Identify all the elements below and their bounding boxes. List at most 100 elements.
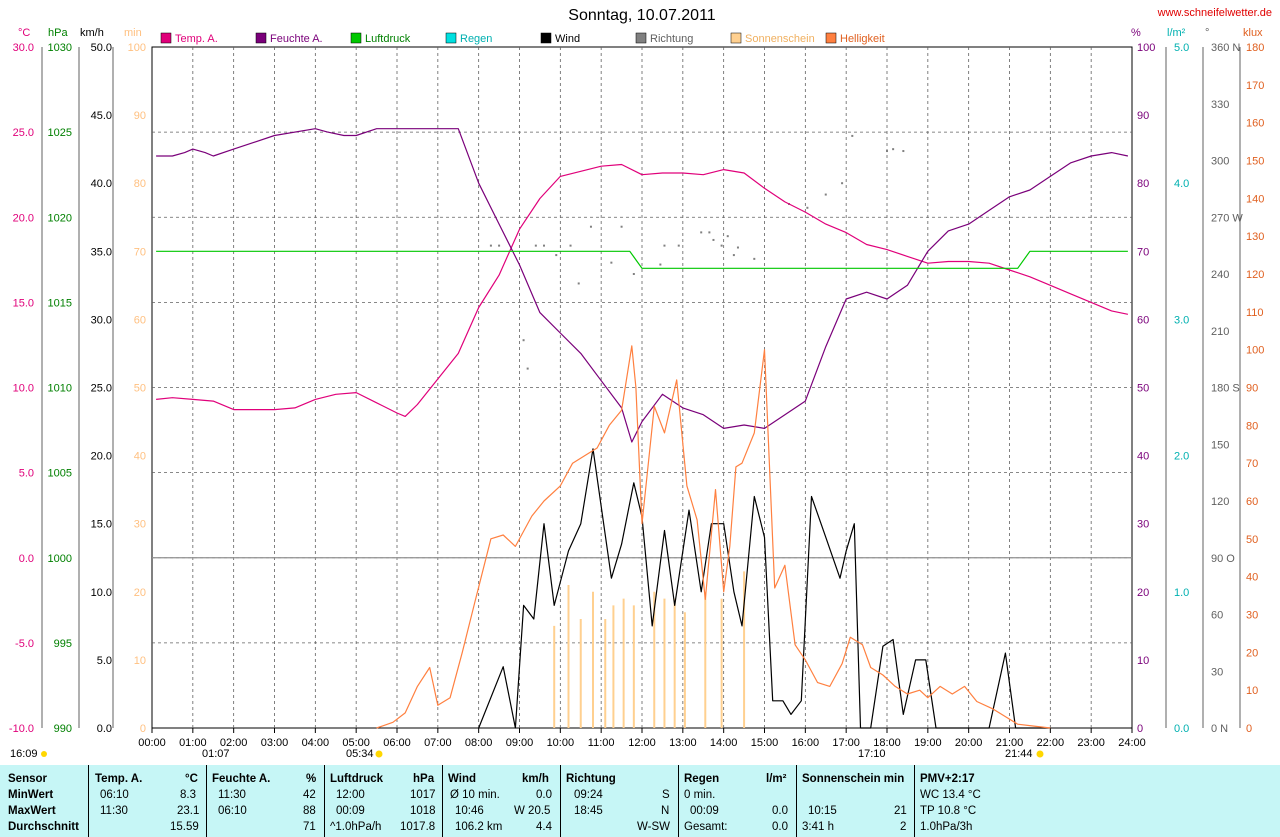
tick-label-klux: 120	[1246, 269, 1264, 281]
tick-label-%: 80	[1137, 178, 1149, 190]
x-tick-label: 08:00	[465, 737, 493, 749]
row-avg-label: Durchschnitt	[8, 821, 79, 833]
tick-label-km/h: 15.0	[91, 519, 112, 531]
tick-label-klux: 0	[1246, 723, 1252, 735]
tick-label-l/m²: 4.0	[1174, 178, 1189, 190]
legend-label-humidity: Feuchte A.	[270, 33, 323, 45]
x-tick-label: 03:00	[261, 737, 289, 749]
direction-min-value: S	[662, 789, 670, 801]
tick-label-klux: 70	[1246, 458, 1258, 470]
x-axis: 00:00 01:00 02:00 03:00 04:00 05:00 06:00 07:00…	[138, 728, 1146, 749]
tick-label-min: 20	[134, 587, 146, 599]
pressure-avg-value: 1017.8	[400, 821, 436, 833]
tick-label-hPa: 1015	[48, 297, 72, 309]
legend-label-rain: Regen	[460, 33, 492, 45]
pressure-trend-3h: 1.0hPa/3h	[920, 821, 973, 833]
tick-label-hPa: 1030	[48, 42, 72, 54]
tick-label-min: 40	[134, 451, 146, 463]
axis-unit-labels: °C hPa km/h min % l/m² ° klux	[18, 27, 1263, 39]
x-tick-label: 23:00	[1077, 737, 1105, 749]
tick-label-°C: -10.0	[9, 723, 34, 735]
tick-label-km/h: 45.0	[91, 110, 112, 122]
wind-min-value: 0.0	[536, 789, 552, 801]
legend-swatch-rain	[445, 32, 457, 44]
chart-marks	[156, 128, 1129, 729]
humidity-min-value: 42	[303, 789, 316, 801]
tick-label-klux: 20	[1246, 647, 1258, 659]
direction-point	[543, 244, 545, 247]
temp-min-marker: 01:07	[202, 748, 230, 760]
tick-label-klux: 150	[1246, 156, 1264, 168]
tick-label-%: 70	[1137, 246, 1149, 258]
sunshine-total: 3:41 h	[802, 821, 834, 833]
unit-sunshine: min	[124, 27, 142, 39]
series-line-pressure	[156, 250, 1128, 269]
tick-label-klux: 90	[1246, 383, 1258, 395]
tick-label-km/h: 20.0	[91, 451, 112, 463]
tick-label-°: 300	[1211, 156, 1229, 168]
sun-icon	[375, 750, 383, 758]
direction-point	[659, 263, 662, 266]
tick-label-min: 90	[134, 110, 146, 122]
x-tick-label: 06:00	[383, 737, 411, 749]
direction-point	[736, 246, 739, 249]
x-tick-label: 19:00	[914, 737, 942, 749]
x-tick-label: 20:00	[955, 737, 983, 749]
tick-label-klux: 80	[1246, 420, 1258, 432]
direction-point	[700, 231, 703, 234]
rain-duration: 0 min.	[684, 789, 716, 801]
tick-label-hPa: 1005	[48, 468, 72, 480]
tick-label-%: 40	[1137, 451, 1149, 463]
tick-label-min: 100	[128, 42, 146, 54]
pressure-min-time: 12:00	[336, 789, 365, 801]
x-tick-label: 02:00	[220, 737, 248, 749]
tick-label-l/m²: 3.0	[1174, 314, 1189, 326]
rain-header: Regen	[684, 773, 720, 785]
direction-point	[753, 257, 756, 260]
statistics-table: Sensor MinWert MaxWert Durchschnitt Temp…	[0, 765, 1280, 837]
tick-label-°C: 5.0	[19, 468, 34, 480]
tick-label-min: 70	[134, 246, 146, 258]
divider	[88, 765, 89, 837]
sunshine-total-value: 2	[900, 821, 907, 833]
tick-label-hPa: 1000	[48, 553, 72, 565]
tick-label-hPa: 1020	[48, 212, 72, 224]
pressure-trend: ^1.0hPa/h	[330, 821, 382, 833]
event-markers: 16:09 01:07 05:34 17:10 21:44	[10, 748, 1044, 760]
x-tick-label: 15:00	[751, 737, 779, 749]
direction-point	[720, 244, 723, 247]
unit-rain: l/m²	[1167, 27, 1186, 39]
tick-label-klux: 170	[1246, 80, 1264, 92]
tick-label-%: 90	[1137, 110, 1149, 122]
sunshine-header: Sonnenschein min	[802, 773, 905, 785]
tick-label-min: 80	[134, 178, 146, 190]
tick-label-l/m²: 5.0	[1174, 42, 1189, 54]
tick-label-°: 270 W	[1211, 212, 1243, 224]
direction-point	[732, 254, 735, 257]
x-tick-label: 21:00	[996, 737, 1024, 749]
direction-point	[555, 254, 558, 257]
tick-label-°C: -5.0	[15, 638, 34, 650]
temp-max-value: 23.1	[177, 805, 200, 817]
chart-title: Sonntag, 10.07.2011	[568, 7, 715, 24]
divider	[796, 765, 797, 837]
x-tick-label: 12:00	[628, 737, 656, 749]
x-tick-label: 18:00	[873, 737, 901, 749]
wind-header: Wind	[448, 773, 476, 785]
direction-point	[489, 244, 492, 247]
legend-swatch-wind	[540, 32, 552, 44]
unit-wind: km/h	[80, 27, 104, 39]
x-tick-label: 09:00	[506, 737, 534, 749]
direction-point	[712, 238, 715, 241]
pressure-header: Luftdruck	[330, 773, 384, 785]
direction-point	[841, 182, 844, 185]
website-label: www.schneifelwetter.de	[1157, 7, 1272, 19]
direction-point	[892, 148, 895, 151]
tick-label-klux: 30	[1246, 610, 1258, 622]
direction-avg-value: W-SW	[637, 821, 671, 833]
direction-point	[902, 150, 905, 153]
tick-label-°: 60	[1211, 610, 1223, 622]
tick-label-°: 150	[1211, 439, 1229, 451]
tick-label-°: 210	[1211, 326, 1229, 338]
tick-label-km/h: 50.0	[91, 42, 112, 54]
